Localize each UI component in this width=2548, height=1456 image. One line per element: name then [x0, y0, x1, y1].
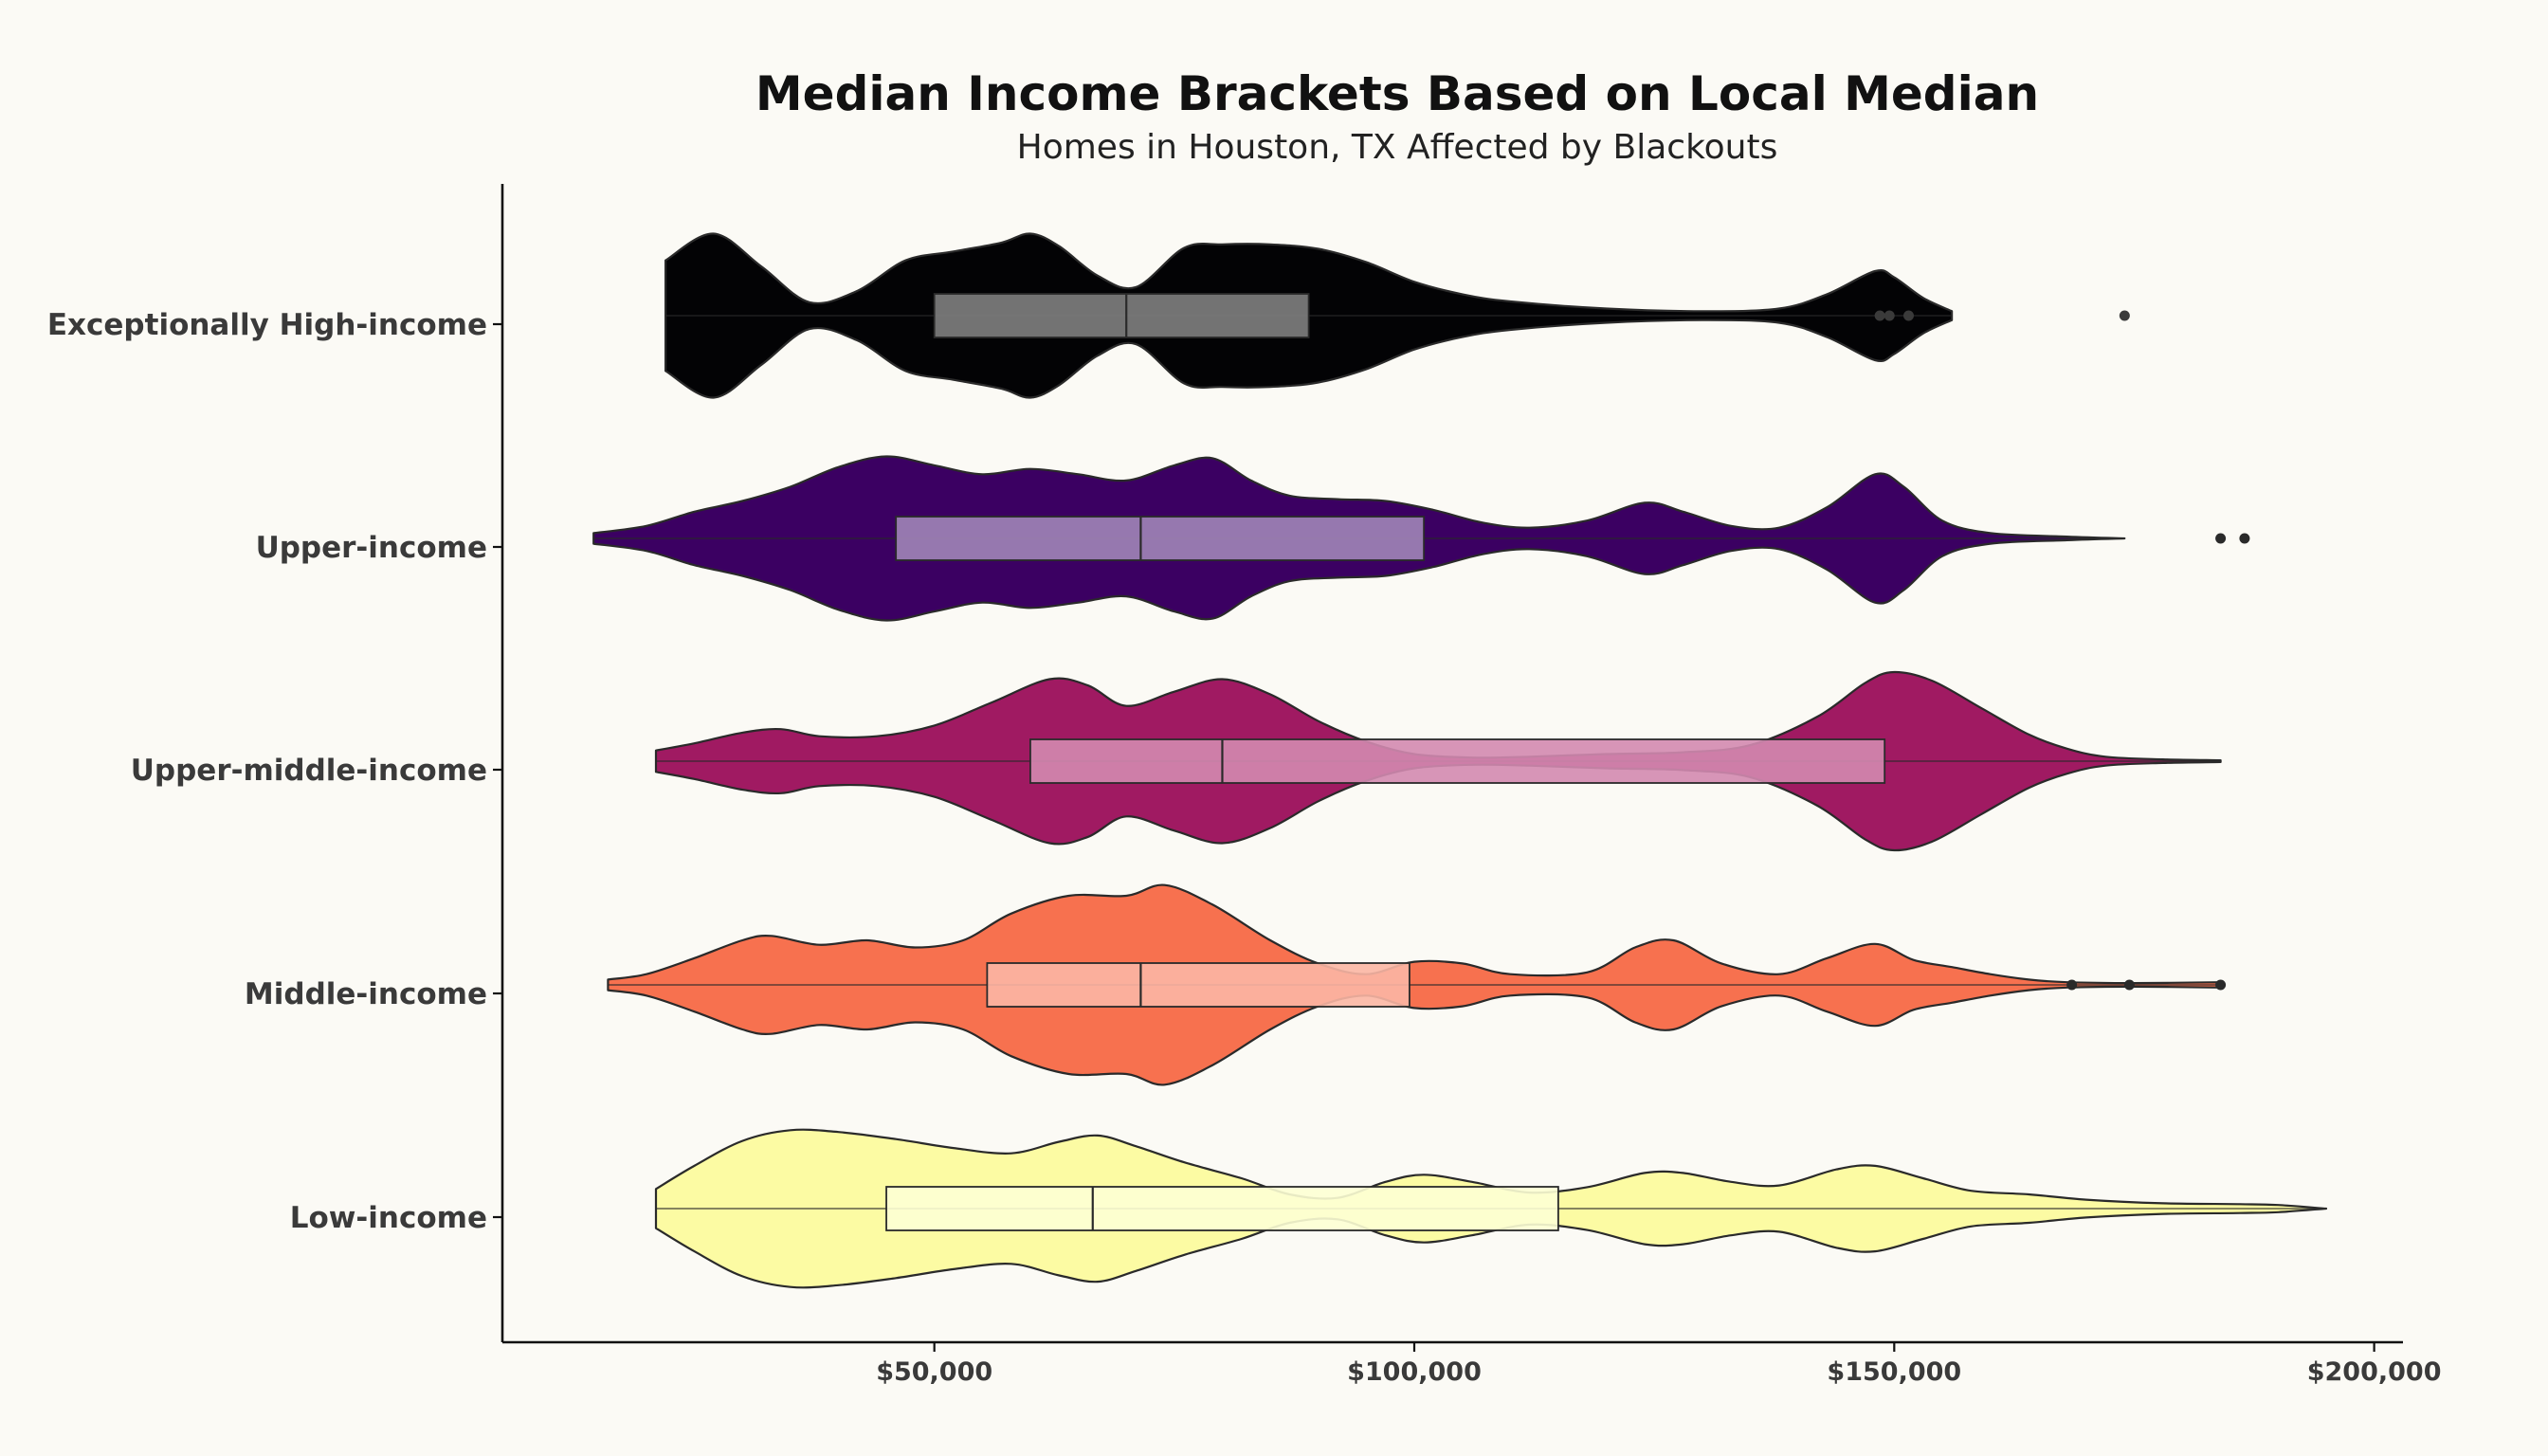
violin-group [592, 455, 2250, 622]
violin-group [654, 670, 2222, 852]
category-label: Upper-middle-income [131, 754, 487, 788]
box-iqr [885, 1186, 1559, 1231]
outlier-point [2066, 979, 2078, 991]
x-tick-label: $100,000 [1347, 1357, 1482, 1387]
x-tick-label: $150,000 [1827, 1357, 1961, 1387]
y-axis-labels: Exceptionally High-income Upper-income Upp… [47, 308, 502, 1235]
outlier-point [2239, 533, 2250, 544]
box-iqr [986, 962, 1410, 1008]
outlier-point [1902, 310, 1914, 321]
category-label: Upper-income [256, 531, 487, 565]
x-tick-label: $200,000 [2307, 1357, 2442, 1387]
outlier-point [2215, 533, 2227, 544]
outlier-point [2119, 310, 2130, 321]
outlier-point [1874, 310, 1885, 321]
chart-subtitle: Homes in Houston, TX Affected by Blackou… [1017, 128, 1778, 167]
violin-group [607, 883, 2227, 1086]
outlier-point [2123, 979, 2135, 991]
plot-area [592, 232, 2328, 1289]
box-iqr [933, 293, 1310, 338]
outlier-point [1884, 310, 1895, 321]
box-iqr [1029, 738, 1886, 784]
chart-title: Median Income Brackets Based on Local Me… [755, 66, 2039, 121]
category-label: Middle-income [245, 977, 487, 1011]
x-axis-ticks: $50,000 $100,000 $150,000 $200,000 [876, 1342, 2442, 1387]
outlier-point [2215, 979, 2227, 991]
category-label: Exceptionally High-income [47, 308, 487, 342]
violin-group [664, 232, 2130, 399]
violin-group [654, 1128, 2328, 1289]
category-label: Low-income [290, 1201, 487, 1235]
x-tick-label: $50,000 [876, 1357, 992, 1387]
box-iqr [895, 516, 1426, 561]
